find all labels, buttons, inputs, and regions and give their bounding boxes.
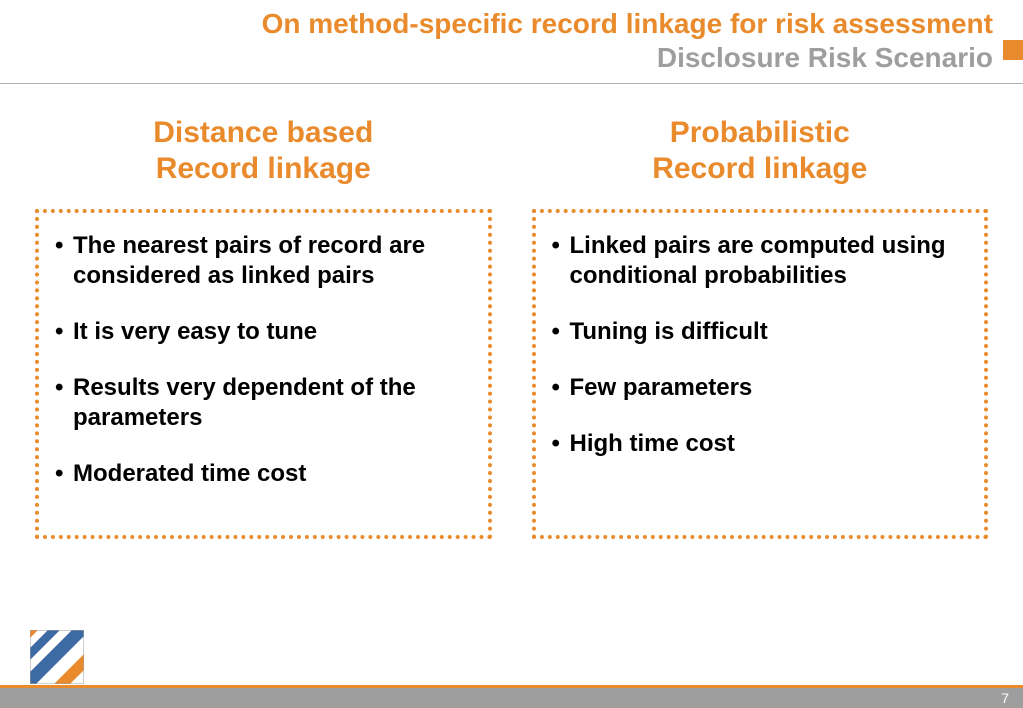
list-item: The nearest pairs of record are consider… [55,231,472,291]
page-number: 7 [1001,690,1009,706]
left-title-line1: Distance based [153,116,373,149]
right-title-line1: Probabilistic [670,116,850,149]
right-title-line2: Record linkage [652,152,867,185]
slide-subtitle: Disclosure Risk Scenario [0,42,993,74]
left-bullet-list: The nearest pairs of record are consider… [55,231,472,489]
right-bullet-list: Linked pairs are computed using conditio… [552,231,969,459]
right-box: Linked pairs are computed using conditio… [532,209,989,539]
right-column: Probabilistic Record linkage Linked pair… [532,115,989,539]
list-item: It is very easy to tune [55,317,472,347]
left-box: The nearest pairs of record are consider… [35,209,492,539]
left-column-title: Distance based Record linkage [35,115,492,187]
logo-icon [30,630,84,684]
header-divider [0,83,1023,84]
list-item: Tuning is difficult [552,317,969,347]
slide-header: On method-specific record linkage for ri… [0,8,1023,74]
footer-bar: 7 [0,688,1023,708]
list-item: Moderated time cost [55,459,472,489]
left-column: Distance based Record linkage The neares… [35,115,492,539]
right-column-title: Probabilistic Record linkage [532,115,989,187]
list-item: Few parameters [552,373,969,403]
left-title-line2: Record linkage [156,152,371,185]
content-columns: Distance based Record linkage The neares… [35,115,988,539]
list-item: Results very dependent of the parameters [55,373,472,433]
slide-title: On method-specific record linkage for ri… [0,8,993,40]
list-item: High time cost [552,429,969,459]
list-item: Linked pairs are computed using conditio… [552,231,969,291]
